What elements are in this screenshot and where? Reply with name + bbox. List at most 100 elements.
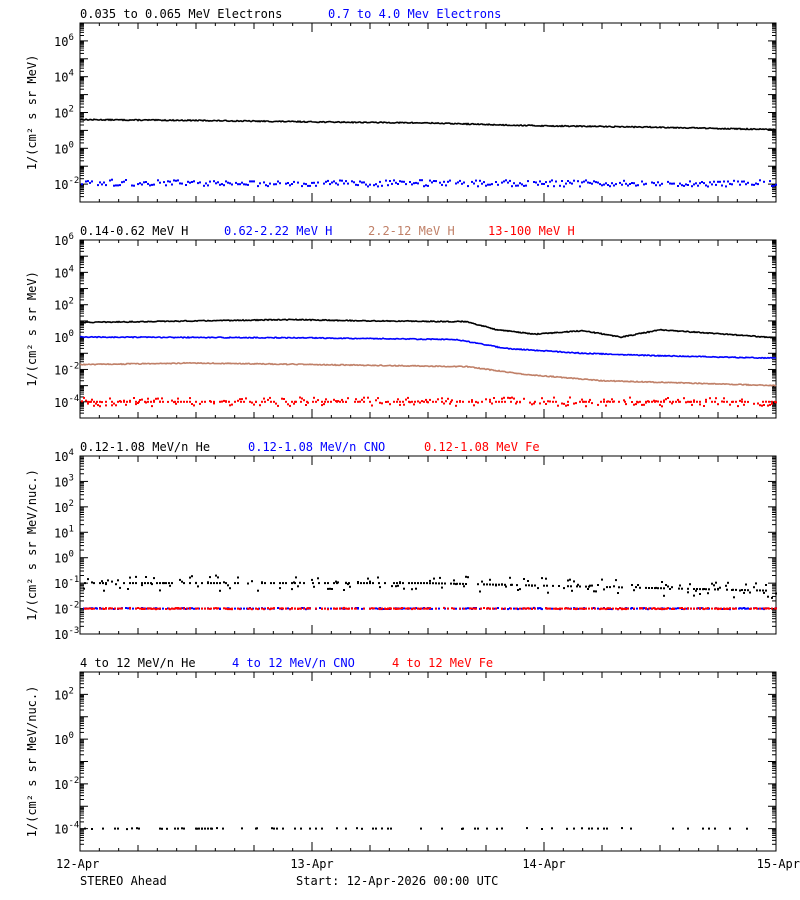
data-point	[179, 182, 181, 185]
data-point	[525, 607, 527, 610]
data-point	[289, 184, 291, 187]
data-point	[489, 578, 491, 581]
data-point	[473, 182, 475, 185]
data-point	[509, 576, 511, 579]
data-point	[369, 183, 371, 186]
data-point	[401, 180, 403, 183]
data-point	[533, 181, 535, 183]
data-point	[423, 400, 425, 403]
data-point	[535, 181, 537, 184]
y-tick-label: 102	[54, 499, 74, 515]
data-point	[267, 398, 269, 401]
data-point	[663, 594, 665, 597]
data-point	[693, 400, 695, 403]
data-point	[363, 181, 365, 184]
data-point	[743, 403, 745, 406]
data-point	[693, 399, 695, 402]
data-point	[486, 583, 488, 586]
data-point	[549, 607, 551, 610]
data-point	[114, 827, 116, 830]
data-point	[396, 607, 398, 610]
data-point	[459, 179, 461, 182]
data-point	[372, 582, 374, 585]
data-point	[219, 607, 221, 610]
data-point	[549, 400, 551, 403]
data-point	[750, 607, 752, 610]
y-tick-label-exponent: 1	[68, 524, 73, 534]
data-point	[131, 184, 133, 187]
series-4-1	[84, 827, 748, 831]
y-tick-label-exponent: 0	[68, 550, 73, 560]
data-point	[227, 584, 229, 587]
legend-entry: 4 to 12 MeV/n CNO	[232, 656, 355, 670]
data-point	[327, 179, 329, 182]
data-point	[263, 608, 265, 611]
legend-entry: 0.12-1.08 MeV/n CNO	[248, 440, 385, 454]
data-point	[129, 607, 131, 610]
data-point	[629, 183, 631, 185]
data-point	[645, 182, 647, 185]
data-point	[685, 401, 687, 404]
data-point	[477, 401, 479, 404]
data-point	[245, 183, 247, 186]
data-point	[555, 607, 557, 610]
data-point	[729, 607, 731, 610]
data-point	[713, 584, 715, 587]
legend-entry: 0.035 to 0.065 MeV Electrons	[80, 7, 282, 21]
data-point	[672, 400, 674, 403]
data-point	[343, 589, 345, 591]
data-point	[726, 400, 728, 403]
data-point	[720, 607, 722, 610]
data-point	[567, 607, 569, 610]
data-point	[277, 404, 279, 407]
data-point	[315, 400, 317, 403]
data-point	[223, 399, 225, 402]
data-point	[414, 400, 416, 403]
data-point	[702, 588, 704, 591]
data-point	[189, 400, 191, 403]
data-point	[768, 607, 770, 610]
data-point	[231, 403, 233, 406]
data-point	[270, 582, 272, 585]
data-point	[141, 584, 143, 587]
data-point	[727, 180, 729, 183]
data-point	[631, 584, 633, 586]
series-2-2	[79, 335, 777, 360]
data-point	[519, 182, 521, 185]
data-point	[702, 607, 704, 610]
data-point	[595, 590, 597, 593]
data-point	[197, 607, 199, 610]
data-point	[330, 607, 332, 610]
data-point	[431, 181, 433, 184]
data-point	[417, 182, 419, 185]
data-point	[271, 827, 273, 830]
data-point	[747, 400, 749, 403]
data-point	[683, 397, 685, 400]
data-point	[121, 607, 123, 610]
data-point	[695, 182, 697, 185]
data-point	[155, 397, 157, 400]
data-point	[679, 607, 681, 610]
data-point	[396, 400, 398, 403]
data-point	[115, 583, 117, 586]
data-point	[545, 181, 547, 184]
data-point	[87, 400, 89, 403]
data-point	[569, 607, 571, 610]
data-point	[714, 607, 716, 610]
data-point	[119, 607, 121, 610]
data-point	[582, 400, 584, 403]
data-point	[291, 582, 293, 585]
data-point	[771, 400, 773, 403]
data-point	[201, 607, 203, 610]
data-point	[395, 585, 397, 588]
data-point	[289, 608, 291, 611]
data-point	[591, 182, 593, 185]
data-point	[669, 182, 671, 185]
data-point	[735, 400, 737, 403]
data-point	[761, 404, 763, 407]
data-point	[663, 607, 665, 610]
data-point	[159, 589, 161, 592]
data-point	[375, 607, 377, 610]
data-point	[181, 580, 183, 583]
data-point	[643, 403, 645, 406]
